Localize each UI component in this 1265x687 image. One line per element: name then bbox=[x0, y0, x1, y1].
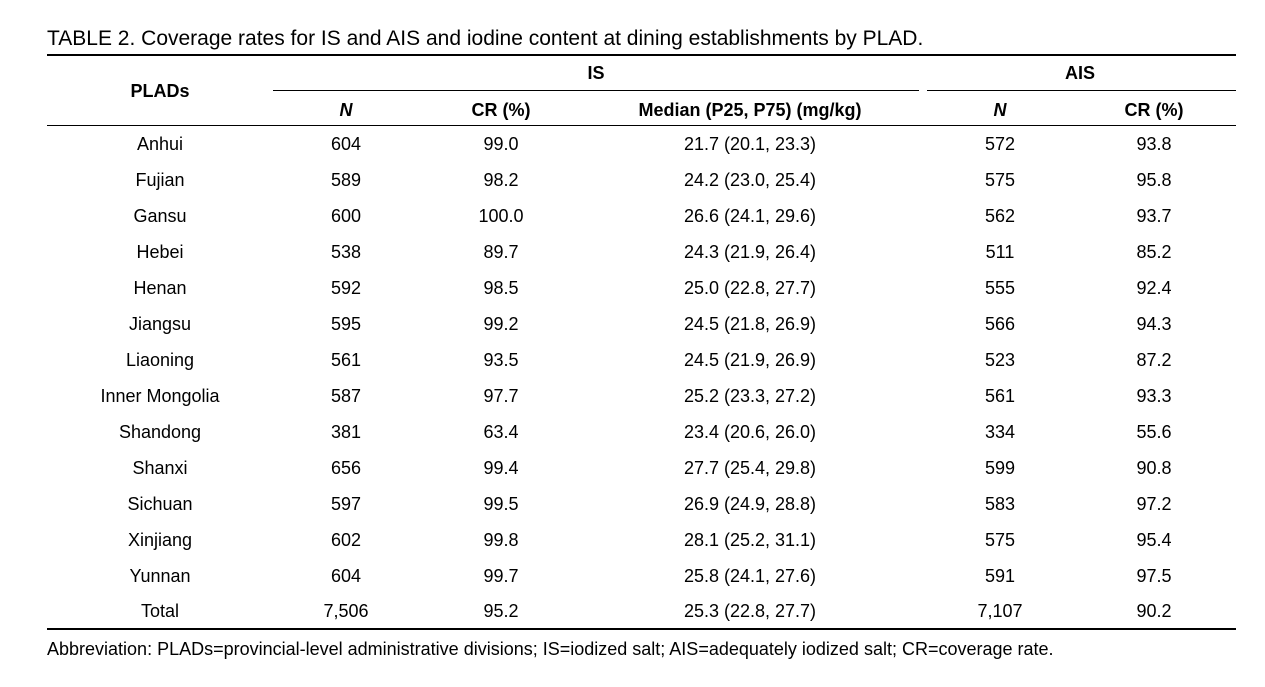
ais-cr-cell: 90.2 bbox=[1136, 601, 1172, 621]
is-cr-cell: 100.0 bbox=[478, 206, 524, 226]
ais-cr-cell: 97.2 bbox=[1136, 494, 1172, 514]
header-is-group: IS bbox=[587, 63, 605, 83]
median-cell: 21.7 (20.1, 23.3) bbox=[683, 134, 817, 154]
header-is-median: Median (P25, P75) (mg/kg) bbox=[638, 100, 862, 120]
plad-cell: Liaoning bbox=[125, 350, 195, 370]
median-cell: 25.0 (22.8, 27.7) bbox=[683, 278, 817, 298]
ais-cr-cell: 85.2 bbox=[1136, 242, 1172, 262]
header-is-n: N bbox=[339, 100, 353, 120]
median-cell: 23.4 (20.6, 26.0) bbox=[683, 422, 817, 442]
header-ais-cr: CR (%) bbox=[1124, 100, 1184, 120]
is-cr-cell: 99.2 bbox=[483, 314, 519, 334]
median-cell: 24.5 (21.8, 26.9) bbox=[683, 314, 817, 334]
header-ais-group: AIS bbox=[1064, 63, 1095, 83]
ais-cr-cell: 93.7 bbox=[1136, 206, 1172, 226]
plad-cell: Hebei bbox=[136, 242, 184, 262]
ais-n-cell: 599 bbox=[984, 458, 1016, 478]
median-cell: 24.3 (21.9, 26.4) bbox=[683, 242, 817, 262]
median-cell: 24.5 (21.9, 26.9) bbox=[683, 350, 817, 370]
bottom-rule bbox=[47, 628, 1236, 630]
is-n-cell: 595 bbox=[330, 314, 362, 334]
is-cr-cell: 93.5 bbox=[483, 350, 519, 370]
is-n-cell: 589 bbox=[330, 170, 362, 190]
is-cr-cell: 89.7 bbox=[483, 242, 519, 262]
plad-cell: Shandong bbox=[118, 422, 202, 442]
is-cr-cell: 98.2 bbox=[483, 170, 519, 190]
ais-n-cell: 566 bbox=[984, 314, 1016, 334]
header-ais-n: N bbox=[993, 100, 1007, 120]
header-plads: PLADs bbox=[130, 81, 190, 101]
ais-group-underline bbox=[927, 90, 1236, 91]
ais-n-cell: 591 bbox=[984, 566, 1016, 586]
median-cell: 25.8 (24.1, 27.6) bbox=[683, 566, 817, 586]
ais-cr-cell: 93.3 bbox=[1136, 386, 1172, 406]
is-n-cell: 604 bbox=[330, 134, 362, 154]
median-cell: 28.1 (25.2, 31.1) bbox=[683, 530, 817, 550]
plad-cell: Anhui bbox=[136, 134, 184, 154]
is-n-cell: 592 bbox=[330, 278, 362, 298]
plad-cell: Jiangsu bbox=[128, 314, 192, 334]
header-rule bbox=[47, 125, 1236, 126]
is-n-cell: 7,506 bbox=[323, 601, 369, 621]
is-n-cell: 597 bbox=[330, 494, 362, 514]
ais-n-cell: 575 bbox=[984, 170, 1016, 190]
is-n-cell: 381 bbox=[330, 422, 362, 442]
ais-n-cell: 575 bbox=[984, 530, 1016, 550]
ais-cr-cell: 94.3 bbox=[1136, 314, 1172, 334]
ais-cr-cell: 92.4 bbox=[1136, 278, 1172, 298]
plad-cell: Xinjiang bbox=[127, 530, 193, 550]
is-cr-cell: 99.5 bbox=[483, 494, 519, 514]
plad-cell: Total bbox=[140, 601, 180, 621]
top-rule bbox=[47, 54, 1236, 56]
ais-n-cell: 562 bbox=[984, 206, 1016, 226]
is-n-cell: 656 bbox=[330, 458, 362, 478]
ais-n-cell: 523 bbox=[984, 350, 1016, 370]
ais-cr-cell: 97.5 bbox=[1136, 566, 1172, 586]
ais-n-cell: 7,107 bbox=[977, 601, 1023, 621]
median-cell: 24.2 (23.0, 25.4) bbox=[683, 170, 817, 190]
is-n-cell: 604 bbox=[330, 566, 362, 586]
is-n-cell: 561 bbox=[330, 350, 362, 370]
median-cell: 26.9 (24.9, 28.8) bbox=[683, 494, 817, 514]
ais-n-cell: 583 bbox=[984, 494, 1016, 514]
is-cr-cell: 97.7 bbox=[483, 386, 519, 406]
is-n-cell: 538 bbox=[330, 242, 362, 262]
is-cr-cell: 63.4 bbox=[483, 422, 519, 442]
ais-cr-cell: 55.6 bbox=[1136, 422, 1172, 442]
table-footnote: Abbreviation: PLADs=provincial-level adm… bbox=[47, 639, 1054, 659]
plad-cell: Sichuan bbox=[127, 494, 193, 514]
is-n-cell: 602 bbox=[330, 530, 362, 550]
is-cr-cell: 99.0 bbox=[483, 134, 519, 154]
plad-cell: Fujian bbox=[135, 170, 185, 190]
is-n-cell: 600 bbox=[330, 206, 362, 226]
ais-cr-cell: 90.8 bbox=[1136, 458, 1172, 478]
ais-cr-cell: 95.4 bbox=[1136, 530, 1172, 550]
ais-n-cell: 555 bbox=[984, 278, 1016, 298]
ais-n-cell: 561 bbox=[984, 386, 1016, 406]
is-cr-cell: 99.4 bbox=[483, 458, 519, 478]
plad-cell: Gansu bbox=[133, 206, 187, 226]
is-group-underline bbox=[273, 90, 919, 91]
plad-cell: Yunnan bbox=[129, 566, 191, 586]
is-cr-cell: 98.5 bbox=[483, 278, 519, 298]
is-cr-cell: 95.2 bbox=[483, 601, 519, 621]
ais-cr-cell: 87.2 bbox=[1136, 350, 1172, 370]
table-caption: TABLE 2. Coverage rates for IS and AIS a… bbox=[47, 27, 924, 50]
plad-cell: Inner Mongolia bbox=[100, 386, 220, 406]
ais-cr-cell: 95.8 bbox=[1136, 170, 1172, 190]
median-cell: 27.7 (25.4, 29.8) bbox=[683, 458, 817, 478]
is-cr-cell: 99.8 bbox=[483, 530, 519, 550]
median-cell: 25.2 (23.3, 27.2) bbox=[683, 386, 817, 406]
median-cell: 25.3 (22.8, 27.7) bbox=[683, 601, 817, 621]
ais-n-cell: 511 bbox=[985, 242, 1015, 262]
ais-n-cell: 572 bbox=[984, 134, 1016, 154]
is-cr-cell: 99.7 bbox=[483, 566, 519, 586]
median-cell: 26.6 (24.1, 29.6) bbox=[683, 206, 817, 226]
ais-n-cell: 334 bbox=[984, 422, 1016, 442]
plad-cell: Henan bbox=[133, 278, 187, 298]
plad-cell: Shanxi bbox=[132, 458, 188, 478]
header-is-cr: CR (%) bbox=[471, 100, 531, 120]
ais-cr-cell: 93.8 bbox=[1136, 134, 1172, 154]
is-n-cell: 587 bbox=[330, 386, 362, 406]
